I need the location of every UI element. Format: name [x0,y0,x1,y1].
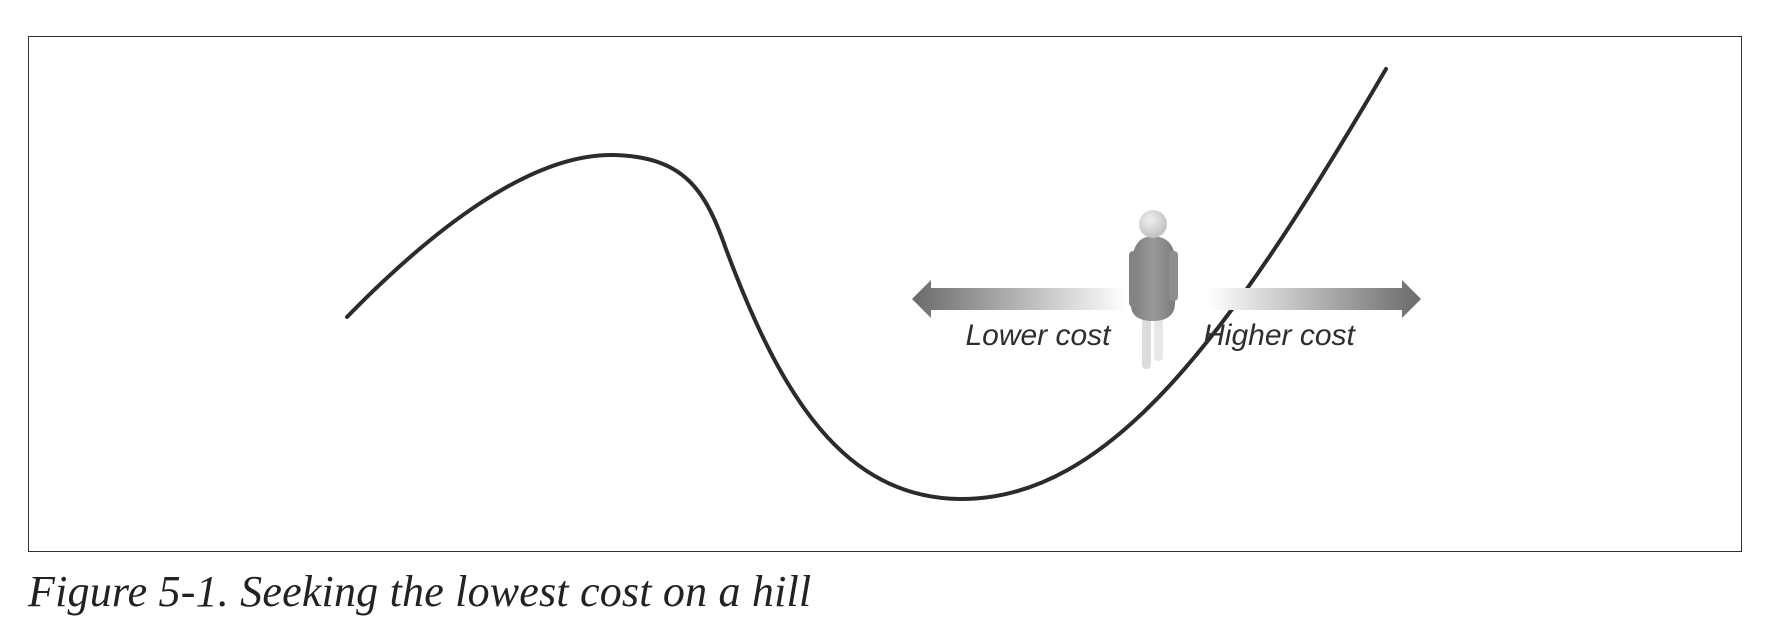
higher-cost-label: Higher cost [1203,319,1356,352]
figure-caption: Figure 5-1. Seeking the lowest cost on a… [28,567,812,616]
hill-diagram: Lower cost Higher cost [345,67,1421,502]
lower-cost-label: Lower cost [965,319,1112,352]
person-icon [1129,210,1178,369]
cost-curve [345,67,1388,502]
figure-frame: Lower cost Higher cost [28,36,1742,552]
